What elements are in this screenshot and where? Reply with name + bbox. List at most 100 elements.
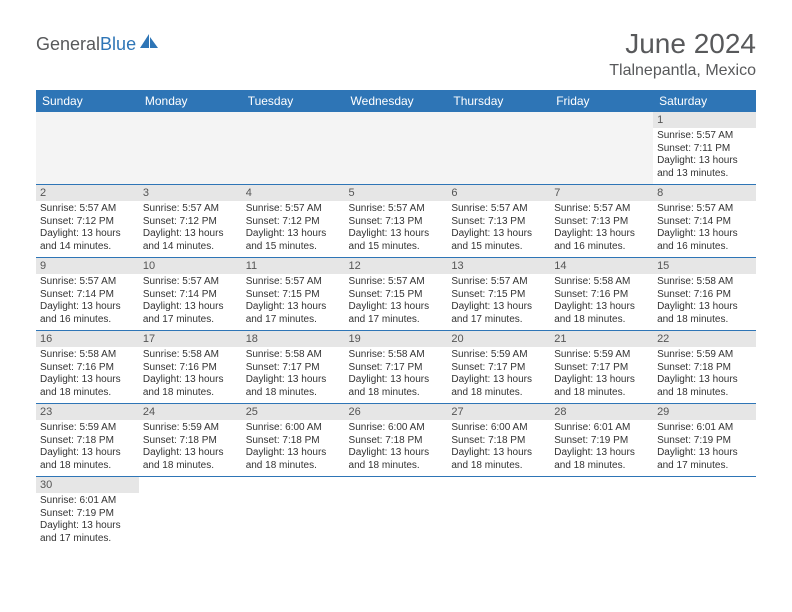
calendar-cell: 11Sunrise: 5:57 AMSunset: 7:15 PMDayligh… [242, 258, 345, 331]
calendar-cell: 3Sunrise: 5:57 AMSunset: 7:12 PMDaylight… [139, 185, 242, 258]
weekday-header-row: Sunday Monday Tuesday Wednesday Thursday… [36, 90, 756, 112]
day-body: Sunrise: 5:57 AMSunset: 7:12 PMDaylight:… [139, 201, 242, 257]
calendar-cell: 30Sunrise: 6:01 AMSunset: 7:19 PMDayligh… [36, 477, 139, 550]
day-body: Sunrise: 5:57 AMSunset: 7:14 PMDaylight:… [139, 274, 242, 330]
calendar-cell: 16Sunrise: 5:58 AMSunset: 7:16 PMDayligh… [36, 331, 139, 404]
day-number: 27 [447, 404, 550, 420]
calendar-cell [550, 477, 653, 550]
calendar-cell: 27Sunrise: 6:00 AMSunset: 7:18 PMDayligh… [447, 404, 550, 477]
calendar-cell: 9Sunrise: 5:57 AMSunset: 7:14 PMDaylight… [36, 258, 139, 331]
logo-text-part1: General [36, 34, 100, 54]
day-number: 4 [242, 185, 345, 201]
calendar-row: 1Sunrise: 5:57 AMSunset: 7:11 PMDaylight… [36, 112, 756, 185]
location: Tlalnepantla, Mexico [609, 62, 756, 80]
day-body: Sunrise: 5:59 AMSunset: 7:17 PMDaylight:… [447, 347, 550, 403]
day-body: Sunrise: 5:57 AMSunset: 7:14 PMDaylight:… [36, 274, 139, 330]
day-number: 20 [447, 331, 550, 347]
calendar-cell [242, 112, 345, 185]
logo-text-part2: Blue [100, 34, 136, 54]
day-number: 24 [139, 404, 242, 420]
sail-icon [138, 32, 160, 55]
day-body: Sunrise: 5:57 AMSunset: 7:15 PMDaylight:… [447, 274, 550, 330]
day-number: 23 [36, 404, 139, 420]
day-body: Sunrise: 5:59 AMSunset: 7:18 PMDaylight:… [139, 420, 242, 476]
calendar-cell: 10Sunrise: 5:57 AMSunset: 7:14 PMDayligh… [139, 258, 242, 331]
calendar-cell: 28Sunrise: 6:01 AMSunset: 7:19 PMDayligh… [550, 404, 653, 477]
day-number: 7 [550, 185, 653, 201]
calendar-cell: 12Sunrise: 5:57 AMSunset: 7:15 PMDayligh… [345, 258, 448, 331]
day-number: 25 [242, 404, 345, 420]
day-body: Sunrise: 5:58 AMSunset: 7:17 PMDaylight:… [345, 347, 448, 403]
calendar-cell: 20Sunrise: 5:59 AMSunset: 7:17 PMDayligh… [447, 331, 550, 404]
logo: GeneralBlue [36, 34, 160, 55]
calendar-row: 9Sunrise: 5:57 AMSunset: 7:14 PMDaylight… [36, 258, 756, 331]
day-body: Sunrise: 5:57 AMSunset: 7:15 PMDaylight:… [242, 274, 345, 330]
calendar-cell: 19Sunrise: 5:58 AMSunset: 7:17 PMDayligh… [345, 331, 448, 404]
calendar-cell [447, 112, 550, 185]
day-body: Sunrise: 6:01 AMSunset: 7:19 PMDaylight:… [550, 420, 653, 476]
header: GeneralBlue June 2024 Tlalnepantla, Mexi… [36, 28, 756, 80]
day-body: Sunrise: 5:58 AMSunset: 7:17 PMDaylight:… [242, 347, 345, 403]
calendar-row: 2Sunrise: 5:57 AMSunset: 7:12 PMDaylight… [36, 185, 756, 258]
calendar-cell: 1Sunrise: 5:57 AMSunset: 7:11 PMDaylight… [653, 112, 756, 185]
day-number: 22 [653, 331, 756, 347]
day-number: 26 [345, 404, 448, 420]
day-number: 19 [345, 331, 448, 347]
calendar-cell: 2Sunrise: 5:57 AMSunset: 7:12 PMDaylight… [36, 185, 139, 258]
day-body: Sunrise: 6:01 AMSunset: 7:19 PMDaylight:… [653, 420, 756, 476]
day-number: 29 [653, 404, 756, 420]
day-number: 21 [550, 331, 653, 347]
calendar-cell: 5Sunrise: 5:57 AMSunset: 7:13 PMDaylight… [345, 185, 448, 258]
day-body: Sunrise: 5:59 AMSunset: 7:18 PMDaylight:… [36, 420, 139, 476]
day-body: Sunrise: 5:58 AMSunset: 7:16 PMDaylight:… [36, 347, 139, 403]
calendar-cell: 14Sunrise: 5:58 AMSunset: 7:16 PMDayligh… [550, 258, 653, 331]
day-number: 28 [550, 404, 653, 420]
day-number: 16 [36, 331, 139, 347]
day-body: Sunrise: 5:57 AMSunset: 7:15 PMDaylight:… [345, 274, 448, 330]
day-body: Sunrise: 5:57 AMSunset: 7:13 PMDaylight:… [345, 201, 448, 257]
day-number: 15 [653, 258, 756, 274]
calendar-row: 23Sunrise: 5:59 AMSunset: 7:18 PMDayligh… [36, 404, 756, 477]
calendar-cell: 13Sunrise: 5:57 AMSunset: 7:15 PMDayligh… [447, 258, 550, 331]
day-body: Sunrise: 5:57 AMSunset: 7:14 PMDaylight:… [653, 201, 756, 257]
calendar-cell [139, 112, 242, 185]
day-body: Sunrise: 5:57 AMSunset: 7:13 PMDaylight:… [550, 201, 653, 257]
calendar-cell: 21Sunrise: 5:59 AMSunset: 7:17 PMDayligh… [550, 331, 653, 404]
calendar-cell [242, 477, 345, 550]
calendar-cell [345, 477, 448, 550]
day-number: 6 [447, 185, 550, 201]
day-number: 2 [36, 185, 139, 201]
calendar-cell [653, 477, 756, 550]
day-body: Sunrise: 5:57 AMSunset: 7:13 PMDaylight:… [447, 201, 550, 257]
calendar-cell: 17Sunrise: 5:58 AMSunset: 7:16 PMDayligh… [139, 331, 242, 404]
calendar-cell: 7Sunrise: 5:57 AMSunset: 7:13 PMDaylight… [550, 185, 653, 258]
weekday-header: Sunday [36, 90, 139, 112]
title-block: June 2024 Tlalnepantla, Mexico [609, 28, 756, 80]
calendar-cell: 18Sunrise: 5:58 AMSunset: 7:17 PMDayligh… [242, 331, 345, 404]
weekday-header: Friday [550, 90, 653, 112]
day-body: Sunrise: 6:00 AMSunset: 7:18 PMDaylight:… [242, 420, 345, 476]
day-body: Sunrise: 5:57 AMSunset: 7:11 PMDaylight:… [653, 128, 756, 184]
calendar-table: Sunday Monday Tuesday Wednesday Thursday… [36, 90, 756, 549]
day-body: Sunrise: 5:58 AMSunset: 7:16 PMDaylight:… [653, 274, 756, 330]
calendar-row: 16Sunrise: 5:58 AMSunset: 7:16 PMDayligh… [36, 331, 756, 404]
day-number: 13 [447, 258, 550, 274]
day-body: Sunrise: 5:59 AMSunset: 7:18 PMDaylight:… [653, 347, 756, 403]
day-body: Sunrise: 6:01 AMSunset: 7:19 PMDaylight:… [36, 493, 139, 549]
calendar-cell: 26Sunrise: 6:00 AMSunset: 7:18 PMDayligh… [345, 404, 448, 477]
calendar-cell [36, 112, 139, 185]
calendar-cell: 25Sunrise: 6:00 AMSunset: 7:18 PMDayligh… [242, 404, 345, 477]
weekday-header: Thursday [447, 90, 550, 112]
day-number: 17 [139, 331, 242, 347]
calendar-cell: 23Sunrise: 5:59 AMSunset: 7:18 PMDayligh… [36, 404, 139, 477]
day-body: Sunrise: 6:00 AMSunset: 7:18 PMDaylight:… [447, 420, 550, 476]
weekday-header: Wednesday [345, 90, 448, 112]
day-number: 9 [36, 258, 139, 274]
day-number: 18 [242, 331, 345, 347]
day-body: Sunrise: 5:58 AMSunset: 7:16 PMDaylight:… [139, 347, 242, 403]
day-number: 14 [550, 258, 653, 274]
weekday-header: Monday [139, 90, 242, 112]
calendar-cell: 22Sunrise: 5:59 AMSunset: 7:18 PMDayligh… [653, 331, 756, 404]
month-title: June 2024 [609, 28, 756, 60]
calendar-row: 30Sunrise: 6:01 AMSunset: 7:19 PMDayligh… [36, 477, 756, 550]
